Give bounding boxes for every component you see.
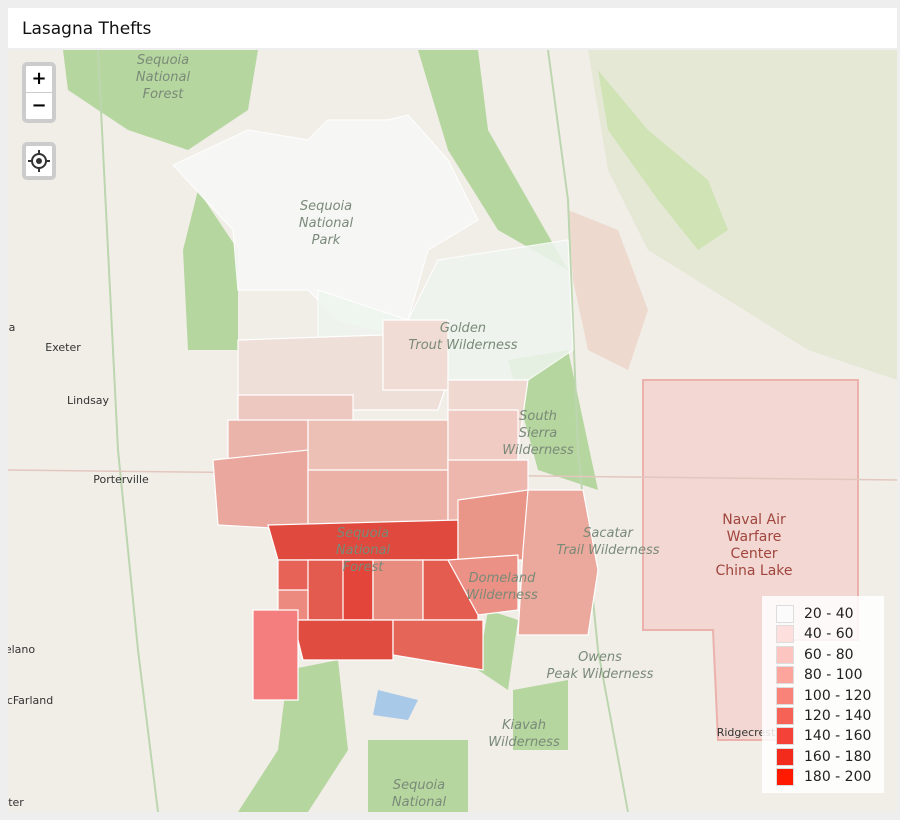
zoom-in[interactable]: + [26, 66, 52, 93]
map-label: Sacatar [583, 526, 634, 541]
map-label: Sequoia [393, 778, 445, 793]
legend-item: 140 - 160 [776, 726, 871, 746]
map-label: Sequoia [337, 526, 389, 541]
town-label: elano [8, 643, 35, 656]
legend-item: 180 - 200 [776, 767, 871, 787]
legend-swatch [776, 625, 794, 644]
legend-item: 160 - 180 [776, 747, 871, 767]
map-label: Forest [343, 560, 385, 575]
locate-control [22, 142, 56, 180]
map-label: China Lake [715, 563, 792, 579]
legend-label: 40 - 60 [804, 626, 854, 643]
town-label: ter [8, 796, 24, 809]
legend: 20 - 40 40 - 60 60 - 80 80 - 100 100 - 120 12… [762, 596, 884, 793]
legend-item: 20 - 40 [776, 604, 854, 624]
legend-label: 60 - 80 [804, 646, 854, 663]
zoom-out[interactable]: − [31, 95, 47, 116]
map-label: Kiavah [502, 718, 546, 733]
map-label: Wilderness [502, 443, 574, 458]
map-label: Trout Wilderness [408, 338, 517, 353]
map-label: Center [730, 546, 777, 562]
map-label: Forest [143, 87, 185, 102]
legend-swatch [776, 645, 794, 664]
legend-label: 120 - 140 [804, 708, 872, 724]
map-label: National [392, 795, 447, 810]
map-label: National [299, 216, 354, 231]
header: Lasagna Thefts [8, 8, 897, 48]
legend-item: 40 - 60 [776, 624, 854, 644]
town-label: Lindsay [67, 394, 110, 407]
map-label: Sierra [519, 426, 558, 441]
legend-label: 100 - 120 [804, 687, 872, 704]
legend-swatch [776, 605, 794, 623]
regions [172, 114, 599, 701]
terrain [8, 50, 897, 812]
legend-label: 80 - 100 [804, 667, 863, 684]
legend-swatch [776, 747, 794, 766]
town-label: Exeter [45, 341, 81, 354]
legend-item: 120 - 140 [776, 706, 871, 726]
town-label: Ridgecrest [717, 726, 776, 739]
map-label: National [336, 543, 391, 558]
legend-label: 20 - 40 [804, 606, 854, 622]
map-label: Warfare [727, 529, 782, 545]
map-label: Park [312, 233, 341, 248]
map[interactable]: Sequoia National Forest Sequoia National Park… [8, 50, 897, 812]
legend-item: 80 - 100 [776, 665, 863, 685]
zoom-control: + − [22, 62, 56, 123]
legend-item: 100 - 120 [776, 686, 871, 706]
map-label: Golden [440, 321, 486, 336]
map-label: Domeland [469, 571, 536, 586]
legend-swatch [776, 727, 794, 746]
town-label: Porterville [93, 473, 149, 486]
map-label: Peak Wilderness [547, 667, 654, 682]
map-label: Naval Air [722, 512, 786, 528]
legend-label: 140 - 160 [804, 728, 872, 745]
legend-label: 180 - 200 [804, 769, 872, 786]
map-label: Trail Wilderness [556, 543, 659, 558]
legend-label: 160 - 180 [804, 748, 872, 765]
town-label: a [9, 321, 16, 334]
legend-swatch [776, 707, 794, 725]
legend-swatch [776, 666, 794, 685]
legend-swatch [776, 686, 794, 705]
map-label: Sequoia [300, 199, 352, 214]
map-label: National [136, 70, 191, 85]
legend-swatch [776, 768, 794, 787]
locate-button[interactable] [26, 146, 52, 176]
map-label: Owens [578, 650, 622, 665]
map-label: Wilderness [488, 735, 560, 750]
title: Lasagna Thefts [22, 19, 152, 39]
legend-item: 60 - 80 [776, 645, 854, 665]
map-label: Wilderness [466, 588, 538, 603]
map-label: Sequoia [137, 53, 189, 68]
map-label: South [519, 409, 557, 424]
town-label: cFarland [8, 694, 53, 707]
